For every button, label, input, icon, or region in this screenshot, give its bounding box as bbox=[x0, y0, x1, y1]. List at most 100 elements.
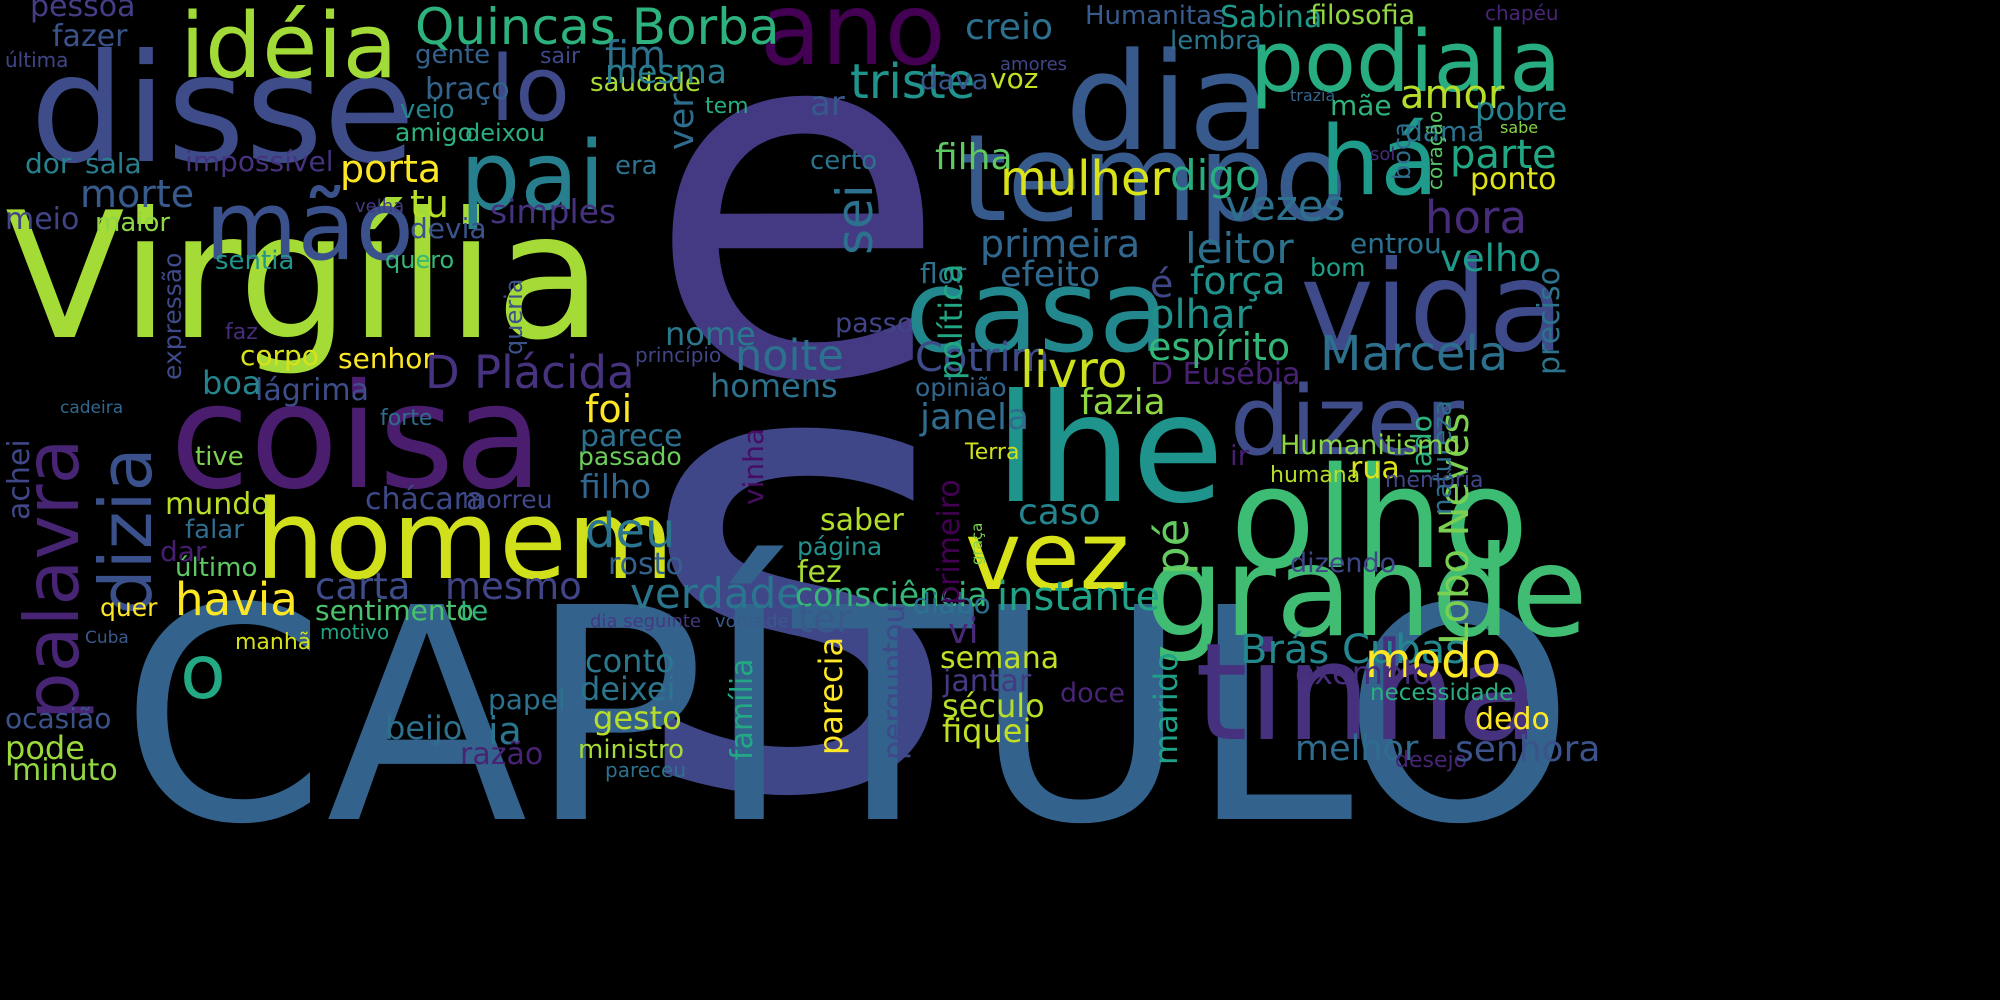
word-vontade: vontade bbox=[715, 611, 789, 632]
word-ar: ar bbox=[810, 84, 845, 124]
word-grande: grande bbox=[1145, 520, 1588, 665]
word-morte: morte bbox=[80, 172, 195, 216]
word-sentia: sentia bbox=[215, 246, 295, 276]
word-pai: pai bbox=[460, 122, 605, 232]
word-ultimo: último bbox=[175, 553, 258, 583]
word-mulher: mulher bbox=[1000, 151, 1171, 207]
word-cuba: Cuba bbox=[85, 628, 129, 648]
word-sabe: sabe bbox=[1500, 118, 1539, 137]
word-senhora: senhora bbox=[1455, 729, 1601, 770]
word-queria: queria bbox=[500, 278, 528, 355]
word-nome: nome bbox=[665, 315, 756, 353]
word-lo: lo bbox=[490, 37, 571, 142]
word-ministro: ministro bbox=[578, 735, 685, 765]
word-forca: força bbox=[1190, 259, 1286, 303]
word-dizia: dizia bbox=[84, 447, 168, 615]
word-hora: hora bbox=[1425, 191, 1528, 244]
word-trazia: trazia bbox=[1290, 86, 1336, 105]
word-saber: saber bbox=[820, 503, 904, 538]
word-ponto: ponto bbox=[1470, 162, 1557, 197]
word-rua: rua bbox=[1350, 451, 1400, 486]
word-falar: falar bbox=[185, 515, 244, 545]
word-perguntou: perguntou bbox=[877, 604, 912, 760]
word-dor: dor bbox=[25, 147, 72, 180]
word-pe: pé bbox=[1146, 518, 1199, 575]
word-parece: parece bbox=[580, 419, 683, 454]
word-razao: razão bbox=[460, 737, 544, 772]
word-forte: forte bbox=[380, 406, 433, 431]
word-simples: simples bbox=[490, 192, 617, 231]
word-jantar: jantar bbox=[943, 664, 1032, 699]
word-voz: voz bbox=[990, 62, 1039, 95]
word-lhe: lhe bbox=[995, 363, 1225, 537]
word-bom: bom bbox=[1310, 253, 1366, 282]
word-sei: sei bbox=[826, 184, 884, 255]
word-principio: princípio bbox=[635, 343, 722, 367]
word-amigo: amigo bbox=[395, 118, 473, 147]
word-triste: triste bbox=[850, 54, 976, 110]
word-vi: vi bbox=[948, 612, 979, 652]
word-modo: modo bbox=[1365, 633, 1501, 689]
word-mundo: mundo bbox=[165, 487, 270, 522]
word-filha: filha bbox=[935, 137, 1013, 178]
word-filho: filho bbox=[580, 467, 652, 506]
word-manha: manhã bbox=[235, 630, 312, 655]
word-marido: marido bbox=[1147, 652, 1185, 765]
word-flor: flor bbox=[920, 257, 967, 290]
word-meio: meio bbox=[5, 202, 80, 237]
word-ha: há bbox=[1320, 107, 1439, 217]
word-corpo: corpo bbox=[240, 339, 319, 372]
word-ver: ver bbox=[662, 93, 702, 150]
word-dar: dar bbox=[160, 535, 207, 568]
word-primeira: primeira bbox=[980, 222, 1141, 266]
word-homem: homem bbox=[255, 476, 674, 604]
word-bras-cubas: Brás Cubas bbox=[1240, 627, 1466, 673]
word-braco: braço bbox=[425, 72, 510, 107]
word-preciso: preciso bbox=[1532, 267, 1567, 375]
word-coisa: coisa bbox=[170, 353, 544, 522]
word-sabina: Sabina bbox=[1220, 0, 1323, 35]
word-dedo: dedo bbox=[1475, 702, 1550, 737]
word-humanitas: Humanitas bbox=[1085, 1, 1226, 31]
word-caso: caso bbox=[1018, 492, 1101, 533]
word-te: te bbox=[460, 594, 489, 627]
word-beijo: beijo bbox=[385, 709, 463, 747]
word-seculo: século bbox=[942, 687, 1045, 725]
word-achei: achei bbox=[2, 439, 37, 520]
word-s: s bbox=[630, 192, 964, 937]
word-lagrima: lágrima bbox=[255, 373, 370, 408]
word-podiala: podiala bbox=[1250, 13, 1562, 112]
word-porta: porta bbox=[340, 147, 442, 191]
word-era: era bbox=[615, 151, 658, 181]
word-carta: carta bbox=[315, 565, 411, 608]
word-passado: passado bbox=[578, 442, 682, 471]
word-pessoa: pessoa bbox=[30, 0, 136, 24]
word-casa: casa bbox=[905, 245, 1170, 379]
word-diabo: diabo bbox=[913, 587, 991, 620]
word-pareceu: pareceu bbox=[605, 758, 687, 782]
word-velho: velho bbox=[1440, 237, 1542, 280]
word-quer: quer bbox=[100, 593, 158, 622]
word-doce: doce bbox=[1060, 678, 1126, 709]
word-deixei: deixei bbox=[580, 670, 676, 708]
word-ir: ir bbox=[1230, 439, 1250, 472]
word-fez: fez bbox=[797, 555, 842, 590]
word-havia: havia bbox=[175, 573, 298, 626]
word-sala: sala bbox=[85, 147, 142, 180]
word-rosto: rosto bbox=[608, 547, 684, 582]
word-olho: olho bbox=[1230, 438, 1529, 601]
word-dava: dava bbox=[920, 63, 989, 96]
word-sair: sair bbox=[540, 44, 581, 69]
word-vezes: vezes bbox=[1225, 181, 1346, 230]
word-morreu: morreu bbox=[462, 485, 553, 514]
word-exemplo: exemplo bbox=[1295, 654, 1432, 692]
word-mesmo: mesmo bbox=[445, 565, 582, 608]
word-olhar: olhar bbox=[1150, 292, 1252, 338]
word-amores: amores bbox=[1000, 54, 1068, 75]
word-deu: deu bbox=[585, 503, 676, 559]
word-tive: tive bbox=[195, 442, 244, 472]
word-livro: livro bbox=[1020, 341, 1128, 399]
word-saudade: saudade bbox=[590, 68, 701, 98]
word-coracao: coração bbox=[1423, 110, 1447, 190]
